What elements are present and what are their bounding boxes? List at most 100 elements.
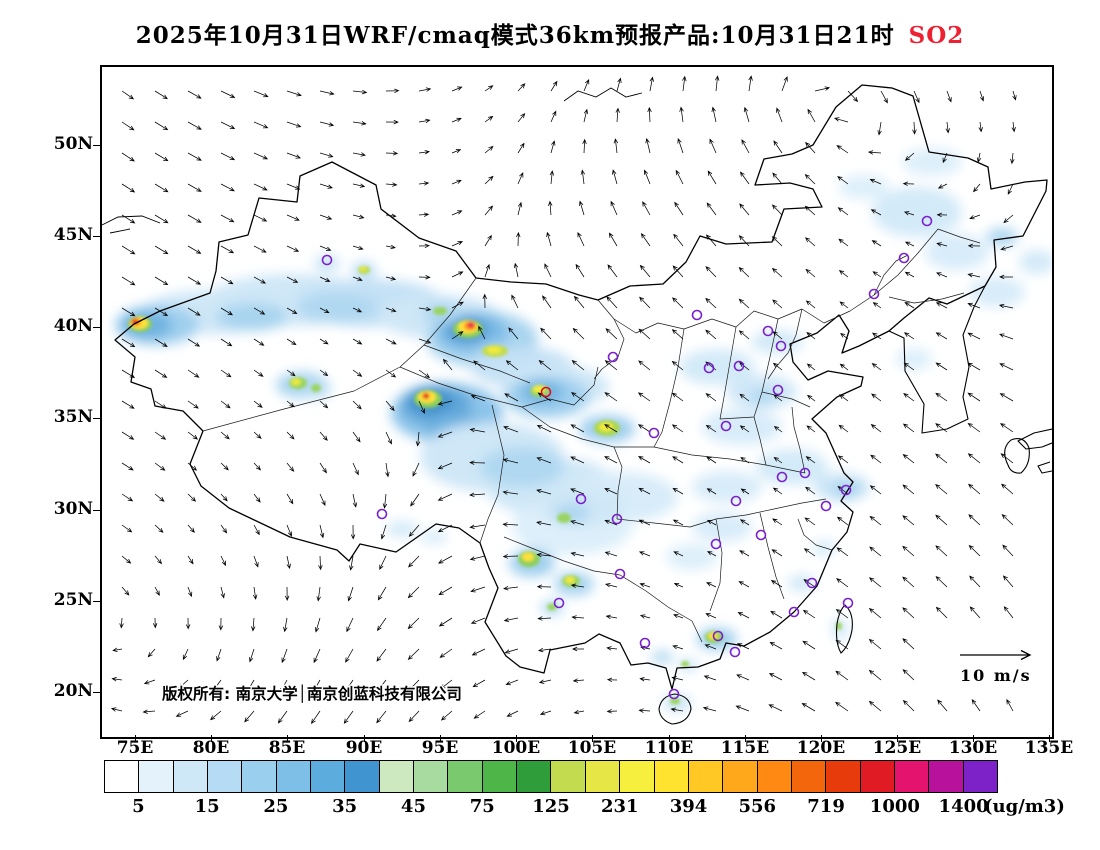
lon-tick	[363, 735, 365, 742]
lat-axis-label: 50N	[53, 134, 93, 154]
lon-tick	[744, 735, 746, 742]
so2-blob	[788, 575, 816, 591]
so2-blob	[925, 234, 989, 270]
copyright-text: 版权所有: 南京大学│南京创蓝科技有限公司	[161, 684, 462, 703]
forecast-title-text: 2025年10月31日WRF/cmaq模式36km预报产品:10月31日21时	[135, 22, 895, 49]
lon-axis-label: 120E	[796, 738, 846, 758]
wind-arrows-path	[110, 75, 1017, 725]
hainan-island	[658, 693, 692, 725]
lon-tick	[210, 735, 212, 742]
lat-tick	[93, 509, 100, 511]
wind-scale-arrow	[960, 649, 1032, 661]
so2-blob	[315, 255, 339, 271]
colorbar-tick-label: 231	[600, 796, 639, 817]
so2-blob	[651, 651, 673, 663]
colorbar-cell	[242, 761, 277, 792]
lon-axis-label: 85E	[268, 738, 306, 758]
lat-axis-label: 30N	[53, 499, 93, 519]
city-station-marker	[639, 637, 651, 649]
colorbar-cell	[276, 761, 312, 792]
city-station-marker	[733, 360, 745, 372]
colorbar-cell	[208, 761, 243, 792]
colorbar-tick-label: 394	[669, 796, 708, 817]
so2-blob	[834, 483, 860, 497]
city-station-marker	[842, 597, 854, 609]
colorbar-tick-label: 35	[332, 796, 358, 817]
colorbar-cell	[929, 761, 964, 792]
city-station-marker	[775, 340, 787, 352]
taiwan-island	[835, 604, 853, 654]
so2-hotspot-cores	[128, 266, 842, 705]
colorbar-cell	[860, 761, 895, 792]
colorbar-tick-label: 45	[400, 796, 426, 817]
korea-coastline	[888, 285, 986, 434]
lat-axis-label: 45N	[53, 225, 93, 245]
colorbar-cell	[688, 761, 724, 792]
city-station-marker	[712, 630, 724, 642]
lat-tick	[93, 144, 100, 146]
city-station-marker	[898, 252, 910, 264]
so2-blob	[422, 393, 430, 399]
colorbar-cell	[379, 761, 415, 792]
so2-blob	[557, 513, 571, 523]
colorbar	[104, 760, 998, 793]
so2-blob	[969, 277, 1025, 307]
city-station-marker	[730, 495, 742, 507]
colorbar-cell	[345, 761, 380, 792]
lon-tick	[668, 735, 670, 742]
colorbar-cell	[894, 761, 930, 792]
so2-blob	[565, 576, 575, 584]
city-station-marker	[703, 362, 715, 374]
colorbar-cell	[757, 761, 792, 792]
colorbar-cell	[311, 761, 346, 792]
wind-scale-label: 10 m/s	[960, 666, 1032, 685]
page-title: 2025年10月31日WRF/cmaq模式36km预报产品:10月31日21时 S…	[0, 16, 1100, 50]
colorbar-cell	[173, 761, 209, 792]
lon-tick	[591, 735, 593, 742]
colorbar-cell	[585, 761, 621, 792]
so2-blob	[692, 471, 762, 503]
lon-tick	[820, 735, 822, 742]
city-station-marker	[776, 471, 788, 483]
lon-axis-label: 80E	[192, 738, 230, 758]
colorbar-cell	[826, 761, 861, 792]
city-station-marker	[553, 597, 565, 609]
so2-blob	[1019, 250, 1052, 274]
wind-vector-field	[110, 75, 1017, 725]
lon-axis-label: 105E	[567, 738, 617, 758]
so2-blob	[311, 384, 321, 392]
city-station-marker	[607, 351, 619, 363]
so2-blob	[872, 187, 962, 237]
so2-blob	[467, 322, 475, 328]
so2-blob	[670, 697, 680, 705]
exceedance-ring-marker	[540, 386, 552, 398]
map-svg: 10 m/s 版权所有: 南京大学│南京创蓝科技有限公司	[102, 75, 1052, 725]
lon-axis-label: 130E	[948, 738, 998, 758]
so2-blob	[487, 346, 501, 354]
city-station-marker	[755, 529, 767, 541]
city-station-marker	[806, 577, 818, 589]
lon-tick	[896, 735, 898, 742]
city-station-marker	[729, 646, 741, 658]
colorbar-tick-label: 1000	[869, 796, 920, 817]
colorbar-cell	[139, 761, 174, 792]
colorbar-tick-label: 75	[469, 796, 495, 817]
so2-blob	[679, 349, 755, 385]
lon-axis-label: 110E	[644, 738, 694, 758]
colorbar-unit: (ug/m3)	[984, 796, 1065, 817]
colorbar-tick-label: 719	[807, 796, 845, 817]
lon-axis-label: 125E	[872, 738, 922, 758]
colorbar-cell	[414, 761, 449, 792]
city-station-marker	[820, 500, 832, 512]
city-station-marker	[611, 513, 623, 525]
city-station-marker	[575, 493, 587, 505]
lat-tick	[93, 235, 100, 237]
so2-blob	[291, 378, 301, 386]
so2-blob	[692, 512, 752, 542]
balkhash-lake-line	[102, 215, 161, 234]
colorbar-cell	[723, 761, 758, 792]
so2-blob	[681, 661, 689, 667]
lat-axis-label: 25N	[53, 590, 93, 610]
lat-axis-label: 40N	[53, 316, 93, 336]
city-station-marker	[691, 309, 703, 321]
